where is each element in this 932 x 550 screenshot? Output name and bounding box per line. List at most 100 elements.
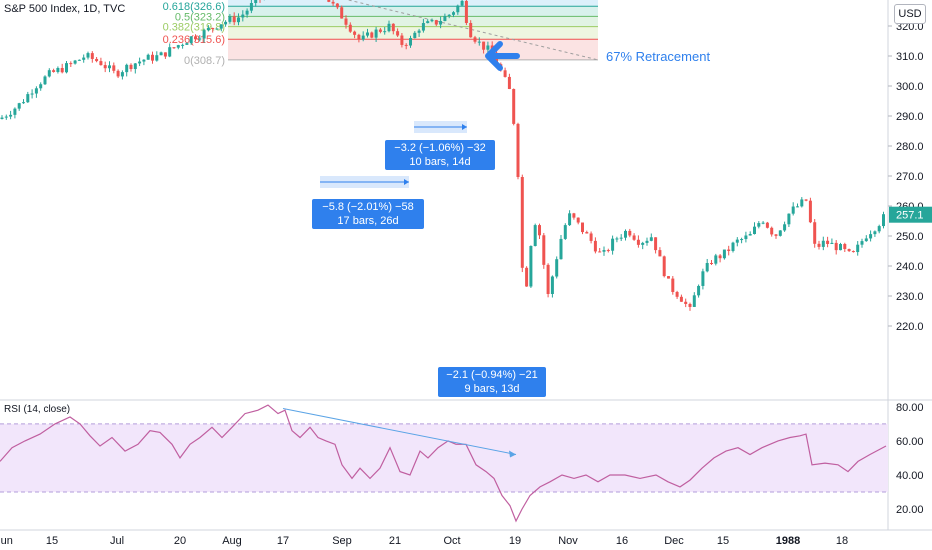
candle-body xyxy=(834,242,838,251)
candle-body xyxy=(155,55,159,61)
candle-body xyxy=(370,32,374,38)
candle-body xyxy=(65,63,68,73)
candle-body xyxy=(456,5,460,13)
measure-callout-2-line2: 17 bars, 26d xyxy=(337,215,399,227)
candle-body xyxy=(753,226,756,235)
rsi-tick-label-0: 20.00 xyxy=(896,504,924,516)
candle-body xyxy=(856,244,860,253)
candle-body xyxy=(606,250,610,252)
price-tick-label-3: 250.0 xyxy=(896,231,924,243)
candle-body xyxy=(43,76,47,85)
candle-body xyxy=(469,22,473,38)
candle-body xyxy=(688,303,692,307)
candle-body xyxy=(826,240,830,244)
candle-body xyxy=(142,59,146,62)
time-tick-label-15: 18 xyxy=(836,535,848,547)
candle-body xyxy=(649,237,653,241)
candle-body xyxy=(327,0,331,2)
candle-body xyxy=(727,249,731,251)
time-tick-label-11: 16 xyxy=(616,535,628,547)
fib-level-label-3: 0.618(326.6) xyxy=(163,1,225,13)
measure-callout-1-line2: 10 bars, 14d xyxy=(409,156,471,168)
measure-callout-3: −2.1 (−0.94%) −21 9 bars, 13d xyxy=(438,367,546,397)
time-tick-label-7: 21 xyxy=(389,535,401,547)
candle-body xyxy=(662,256,666,277)
price-tick-label-0: 220.0 xyxy=(896,321,924,333)
candle-body xyxy=(774,234,778,236)
last-price-tag xyxy=(889,206,932,223)
candle-body xyxy=(619,237,623,239)
fib-zone-3 xyxy=(228,6,598,17)
candle-body xyxy=(710,262,713,264)
fib-zone-5 xyxy=(228,26,598,40)
candle-body xyxy=(232,16,236,23)
candle-body xyxy=(125,64,129,73)
time-tick-label-8: Oct xyxy=(443,535,460,547)
time-tick-label-9: 19 xyxy=(509,535,521,547)
candle-body xyxy=(172,47,176,49)
candle-body xyxy=(112,65,116,71)
candle-body xyxy=(520,176,524,268)
candle-body xyxy=(796,206,799,208)
candle-body xyxy=(697,285,701,296)
time-tick-label-10: Nov xyxy=(558,535,578,547)
candle-body xyxy=(241,14,245,18)
candle-body xyxy=(249,3,253,11)
measure-range-arrow-0 xyxy=(462,124,467,130)
candle-body xyxy=(194,36,197,40)
candle-body xyxy=(151,54,154,61)
rsi-line xyxy=(0,404,887,523)
fib-level-label-6: 0.236(315.6) xyxy=(163,34,225,46)
rsi-trend-line xyxy=(282,408,517,456)
candle-body xyxy=(654,237,658,251)
candle-body xyxy=(800,199,804,207)
candle-body xyxy=(675,291,679,297)
measure-range-arrow-1 xyxy=(404,179,409,185)
price-tick-label-10: 320.0 xyxy=(896,21,924,33)
candle-body xyxy=(486,45,490,50)
candle-body xyxy=(679,296,683,302)
candle-body xyxy=(396,31,400,36)
time-tick-label-2: Jul xyxy=(110,535,124,547)
candle-body xyxy=(189,36,193,44)
candle-body xyxy=(843,244,847,250)
candle-body xyxy=(202,30,206,39)
candle-body xyxy=(86,53,90,58)
candle-body xyxy=(563,225,567,239)
candle-body xyxy=(817,243,821,247)
time-tick-label-3: 20 xyxy=(174,535,186,547)
measure-callout-3-line2: 9 bars, 13d xyxy=(464,383,520,395)
candle-body xyxy=(383,31,387,33)
measure-callout-2: −5.8 (−2.01%) −58 17 bars, 26d xyxy=(312,199,424,229)
last-price-label: 257.1 xyxy=(896,210,924,222)
candle-body xyxy=(611,238,615,251)
candle-body xyxy=(581,222,584,233)
drawing-tools[interactable] xyxy=(320,41,520,188)
candle-body xyxy=(409,38,412,46)
candle-body xyxy=(873,231,877,235)
fibonacci-retracement[interactable]: 1.272(345.3)1(337.6)0.786(331.5)0.618(32… xyxy=(163,0,599,67)
candle-body xyxy=(473,37,477,42)
candle-body xyxy=(705,262,709,272)
candle-body xyxy=(813,222,817,244)
candle-body xyxy=(348,24,352,32)
candle-body xyxy=(215,28,219,30)
chart-title: S&P 500 Index, 1D, TVC xyxy=(4,3,126,15)
rsi-legend: RSI (14, close) xyxy=(4,404,71,415)
candle-body xyxy=(413,32,417,39)
candle-body xyxy=(374,29,378,38)
candle-body xyxy=(443,16,447,22)
candle-body xyxy=(641,242,645,245)
candle-body xyxy=(787,213,791,225)
retracement-annotation: 67% Retracement xyxy=(606,49,711,64)
candle-body xyxy=(667,276,670,279)
retracement-arrow-icon xyxy=(485,41,520,71)
candle-body xyxy=(335,3,339,8)
candle-body xyxy=(357,34,361,40)
candle-body xyxy=(206,28,210,31)
candle-body xyxy=(860,241,864,245)
currency-button[interactable]: USD xyxy=(894,4,926,24)
candle-body xyxy=(615,238,619,240)
candle-body xyxy=(882,214,885,227)
